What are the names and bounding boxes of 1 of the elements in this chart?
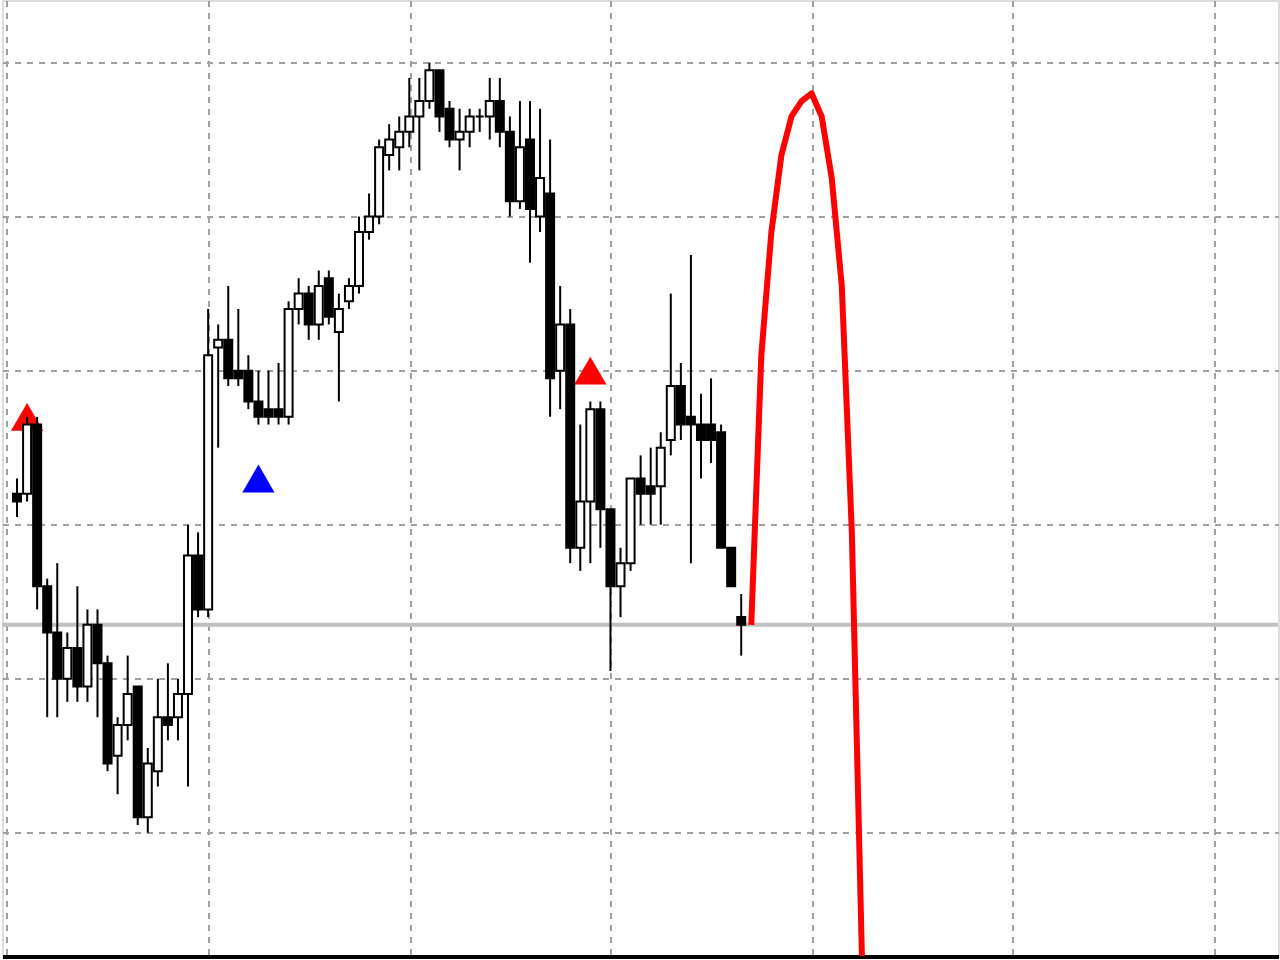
candlestick — [736, 593, 747, 657]
